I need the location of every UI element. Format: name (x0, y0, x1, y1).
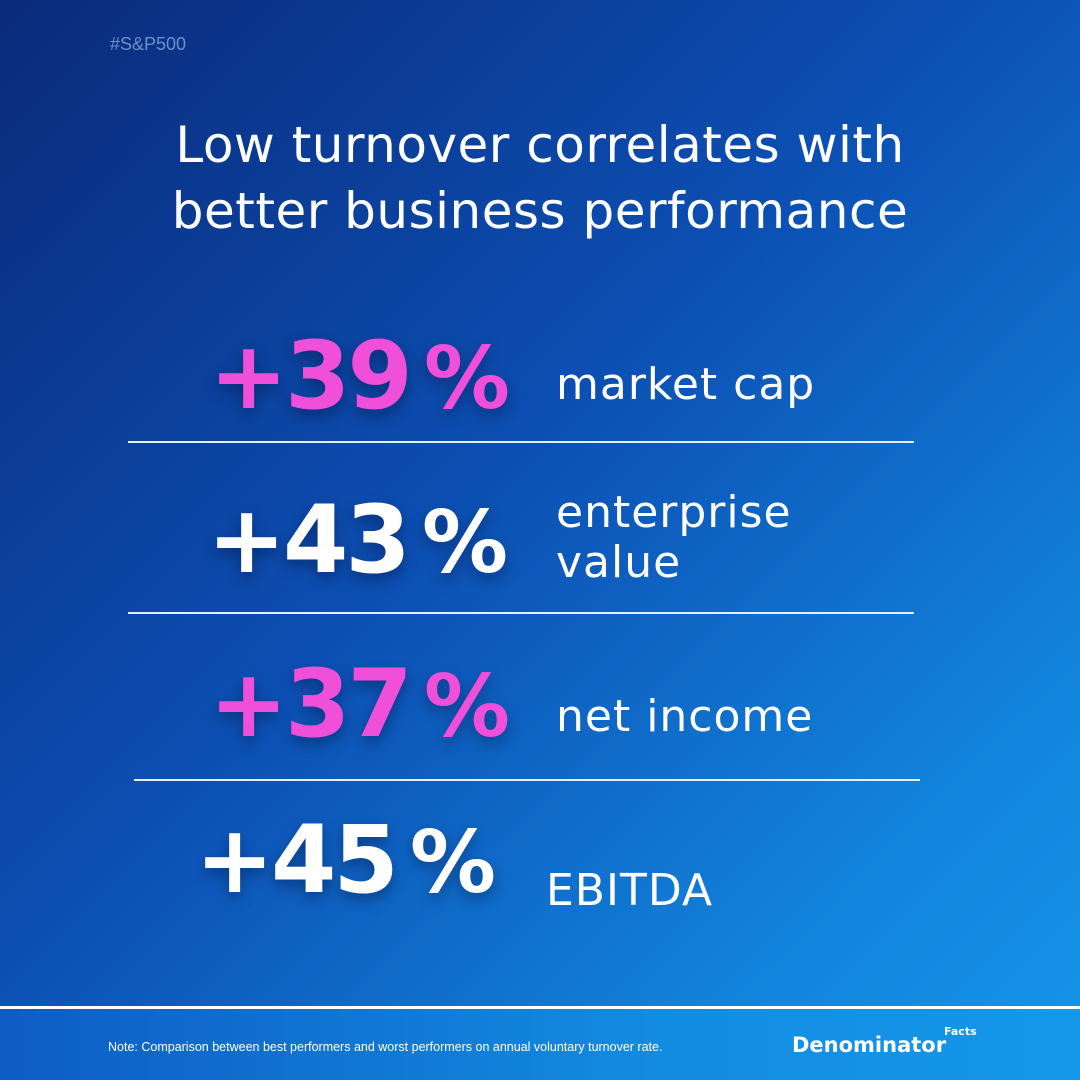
stat-market-cap: +39% market cap (0, 322, 1080, 432)
stat-label-line-1: net income (556, 691, 814, 742)
stat-label-line-2: value (556, 537, 682, 588)
stat-unit: % (423, 329, 510, 429)
stat-net-income: +37% net income (0, 650, 1080, 760)
stat-label-line-1: enterprise (556, 487, 792, 538)
hashtag-label: #S&P500 (110, 34, 187, 54)
brand-logo-superscript: Facts (944, 1025, 977, 1038)
brand-logo: Denominator (792, 1033, 947, 1057)
stat-label: market cap (556, 360, 815, 410)
stat-number: +39 (209, 322, 413, 431)
stat-unit: % (409, 813, 496, 913)
stat-label-line-1: EBITDA (546, 865, 714, 916)
footer-divider (0, 1006, 1080, 1009)
footer-bar: Note: Comparison between best performers… (0, 1009, 1080, 1080)
stat-ebitda: +45% EBITDA (0, 806, 1080, 916)
title-line-2: better business performance (171, 182, 909, 240)
page-title: Low turnover correlates with better busi… (0, 112, 1080, 244)
stat-number: +37 (209, 650, 413, 759)
stat-number: +43 (207, 486, 411, 595)
stat-value: +43% (150, 486, 508, 598)
stat-label: net income (556, 692, 813, 742)
divider (128, 441, 914, 443)
title-line-1: Low turnover correlates with (175, 116, 905, 174)
footnote: Note: Comparison between best performers… (108, 1040, 663, 1054)
stat-value: +45% (140, 806, 496, 918)
stat-value: +39% (150, 322, 510, 434)
divider (128, 612, 914, 614)
stat-unit: % (423, 657, 510, 757)
divider (134, 779, 920, 781)
stat-label: enterprise value (556, 488, 792, 588)
stat-label-line-1: market cap (556, 359, 816, 410)
stat-unit: % (421, 493, 508, 593)
stat-enterprise-value: +43% enterprise value (0, 486, 1080, 596)
stat-number: +45 (195, 806, 399, 915)
stat-label: EBITDA (546, 866, 713, 916)
stat-value: +37% (150, 650, 510, 762)
